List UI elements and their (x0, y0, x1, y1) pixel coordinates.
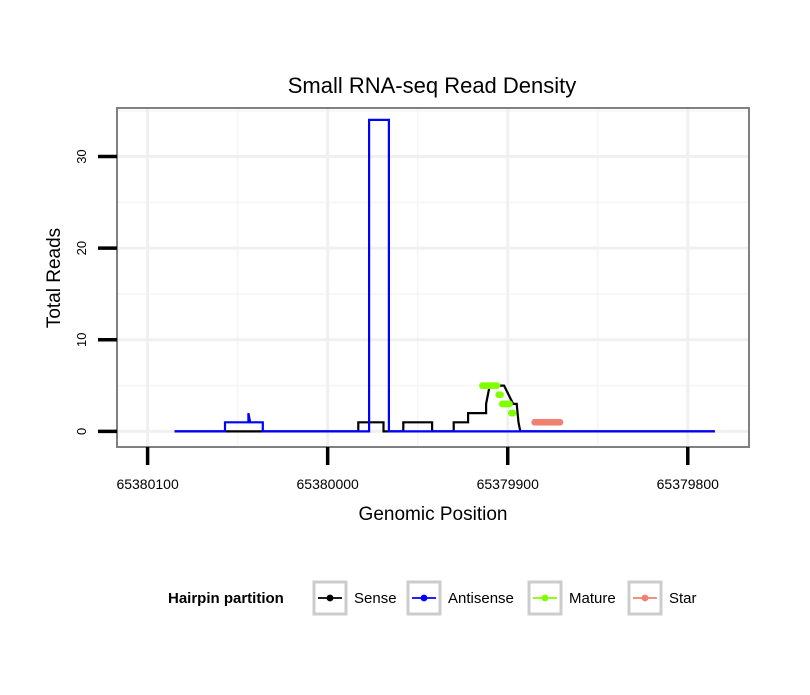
legend-label-mature: Mature (569, 590, 616, 607)
x-tick-label: 65379900 (477, 476, 540, 492)
series-mature (479, 382, 517, 417)
y-axis: 0 10 20 30 (74, 149, 117, 435)
series-line-sense (174, 384, 715, 433)
legend-label-sense: Sense (354, 590, 397, 607)
data-point-star (556, 418, 564, 426)
legend-title: Hairpin partition (168, 590, 284, 607)
y-axis-title: Total Reads (44, 228, 65, 328)
x-axis-title: Genomic Position (359, 504, 508, 525)
plot-area (116, 107, 750, 448)
legend-item-mature: Mature (527, 580, 616, 616)
data-point-mature (506, 400, 513, 408)
legend-key-point (420, 594, 428, 602)
legend-item-star: Star (627, 580, 697, 616)
legend-item-sense: Sense (312, 580, 397, 616)
legend-key-point (326, 594, 334, 602)
minor-grid (117, 108, 749, 447)
y-tick-label: 10 (74, 333, 89, 347)
y-tick-label: 0 (74, 428, 89, 435)
chart-title: Small RNA-seq Read Density (288, 73, 577, 98)
x-axis: 65380100 65380000 65379900 65379800 (116, 447, 719, 492)
series-star (531, 418, 564, 426)
legend-label-antisense: Antisense (448, 590, 514, 607)
series-layer (174, 118, 715, 433)
legend-label-star: Star (669, 590, 697, 607)
data-point-mature (493, 382, 501, 390)
y-tick-label: 30 (74, 149, 89, 163)
legend-item-antisense: Antisense (406, 580, 514, 616)
plot-background (117, 108, 749, 447)
plot-border (116, 107, 750, 448)
legend: Hairpin partition Sense Antisense Mature St… (168, 580, 697, 616)
data-point-mature (509, 409, 517, 417)
x-tick-label: 65379800 (657, 476, 720, 492)
x-tick-label: 65380100 (116, 476, 179, 492)
x-tick-label: 65380000 (297, 476, 360, 492)
legend-key-point (641, 594, 649, 602)
legend-key-point (541, 594, 549, 602)
data-point-mature (497, 391, 504, 399)
y-tick-label: 20 (74, 241, 89, 255)
series-line-antisense (174, 118, 715, 433)
